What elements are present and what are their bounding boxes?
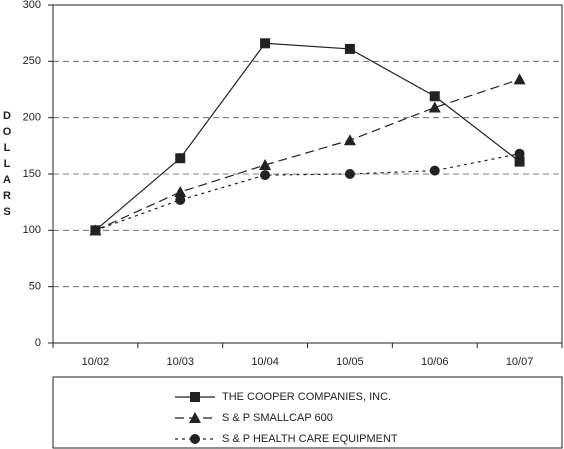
data-point	[514, 156, 525, 167]
data-point	[174, 186, 187, 198]
data-point	[343, 134, 356, 146]
legend-box	[52, 376, 563, 449]
y-tick-label: 200	[23, 112, 41, 124]
y-tick-label: 50	[29, 281, 41, 293]
y-tick-label: 300	[23, 0, 41, 11]
y-tick-label: 0	[35, 337, 41, 349]
data-point	[513, 73, 526, 85]
legend-marker	[189, 412, 201, 423]
x-tick-label: 10/05	[336, 356, 364, 368]
data-point	[90, 225, 101, 236]
data-point	[259, 158, 272, 170]
data-point	[429, 165, 440, 176]
series-line	[95, 78, 520, 231]
legend-label: S & P HEALTH CARE EQUIPMENT	[222, 433, 398, 445]
data-point	[175, 153, 186, 164]
legend-label: THE COOPER COMPANIES, INC.	[222, 391, 391, 403]
legend-label: S & P SMALLCAP 600	[222, 412, 333, 424]
data-point	[175, 194, 186, 205]
y-tick-label: 100	[23, 224, 41, 236]
y-tick-label: 250	[23, 55, 41, 67]
data-point	[260, 38, 271, 49]
x-tick-label: 10/02	[82, 356, 110, 368]
legend-marker	[190, 392, 200, 402]
data-point	[260, 170, 271, 181]
data-point	[429, 91, 440, 102]
x-tick-label: 10/07	[506, 356, 534, 368]
x-tick-label: 10/04	[251, 356, 279, 368]
y-axis-label: DOLLARS	[1, 110, 13, 222]
data-point	[514, 148, 525, 159]
y-tick-label: 150	[23, 168, 41, 180]
legend-marker	[190, 434, 200, 444]
x-tick-label: 10/03	[166, 356, 194, 368]
data-point	[344, 169, 355, 179]
x-tick-label: 10/06	[421, 356, 449, 368]
series-line	[95, 153, 520, 231]
data-point	[344, 43, 355, 54]
series-line	[95, 42, 520, 231]
data-point	[428, 101, 441, 113]
